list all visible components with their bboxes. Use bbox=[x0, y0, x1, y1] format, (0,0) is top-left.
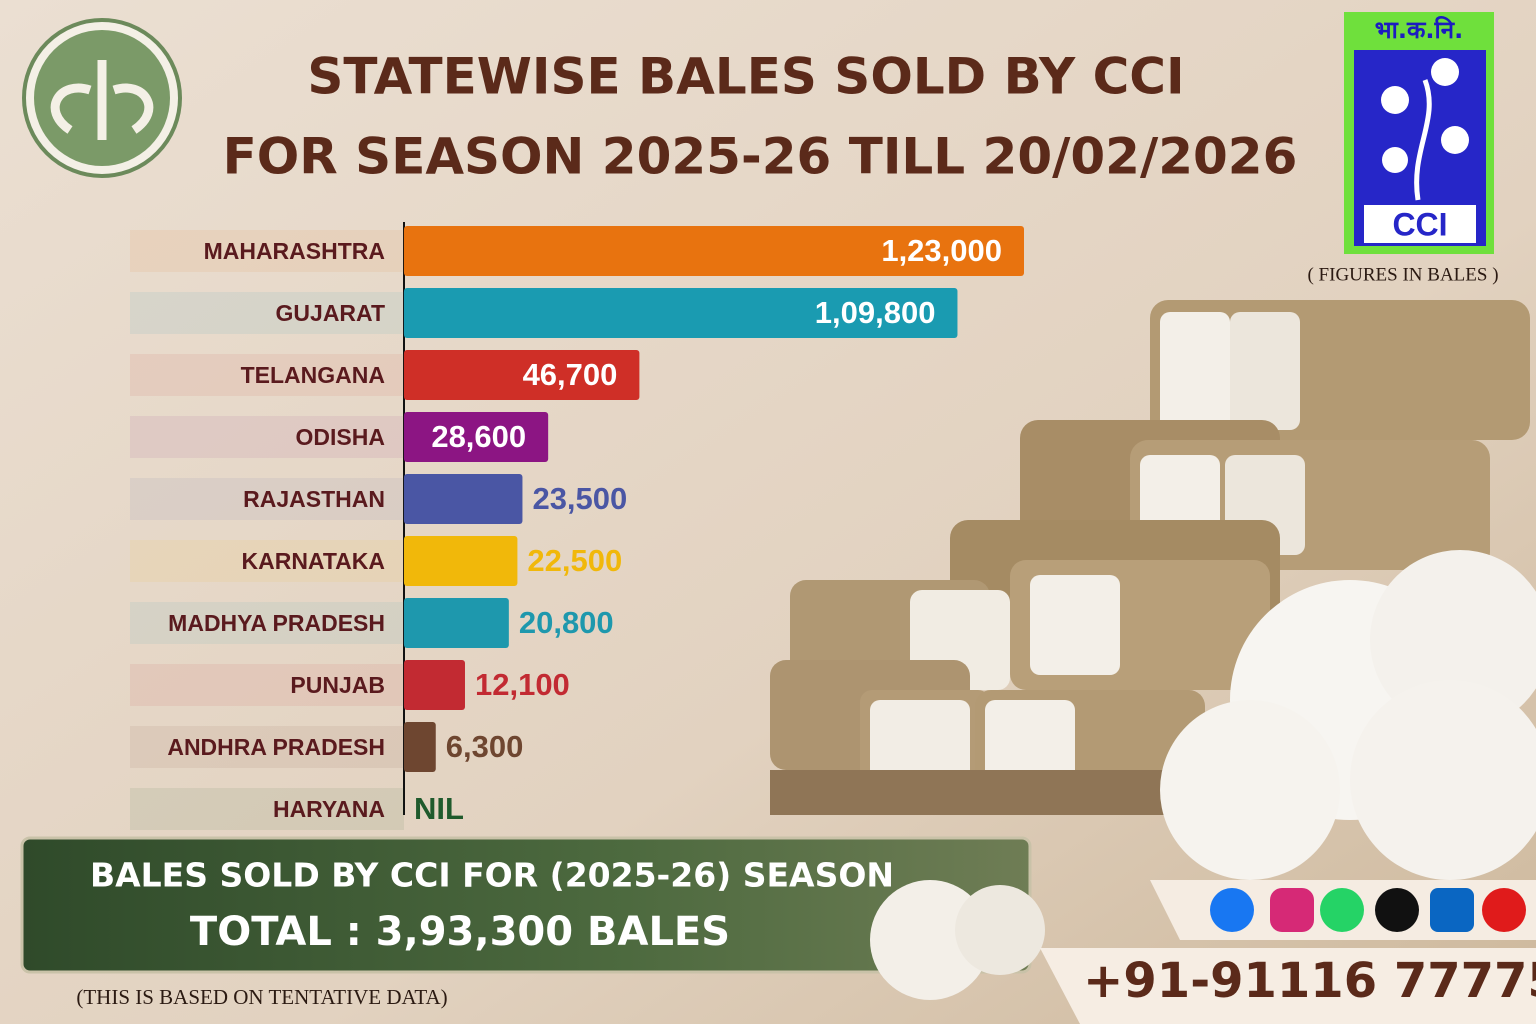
category-label: MAHARASHTRA bbox=[204, 238, 385, 264]
banner-total: TOTAL : 3,93,300 BALES bbox=[190, 909, 730, 955]
category-band bbox=[130, 292, 404, 334]
banner-line: BALES SOLD BY CCI FOR (2025-26) SEASON bbox=[90, 856, 894, 895]
value-label: 28,600 bbox=[431, 419, 526, 454]
value-label: 1,09,800 bbox=[815, 295, 936, 330]
contact-number[interactable]: +91-91116 77775 bbox=[1083, 953, 1536, 1009]
value-label: 46,700 bbox=[523, 357, 618, 392]
bar bbox=[404, 226, 1024, 276]
bar bbox=[404, 412, 549, 462]
category-label: MADHYA PRADESH bbox=[168, 610, 385, 636]
value-label: 6,300 bbox=[446, 729, 524, 764]
bar bbox=[404, 536, 518, 586]
cci-logo: भा.क.नि. CCI bbox=[1344, 12, 1494, 254]
category-label: TELANGANA bbox=[241, 362, 385, 388]
bar bbox=[404, 474, 523, 524]
bar bbox=[404, 660, 465, 710]
units-note: ( FIGURES IN BALES ) bbox=[1307, 264, 1498, 285]
chart-title: STATEWISE BALES SOLD BY CCI bbox=[307, 48, 1184, 106]
value-label: NIL bbox=[414, 791, 464, 826]
social-icons bbox=[1040, 880, 1536, 1024]
bales-decoration bbox=[770, 300, 1536, 880]
instagram-icon[interactable] bbox=[1270, 888, 1314, 932]
category-band bbox=[130, 354, 404, 396]
category-band bbox=[130, 726, 404, 768]
category-band bbox=[130, 540, 404, 582]
total-banner: BALES SOLD BY CCI FOR (2025-26) SEASON T… bbox=[20, 836, 1045, 1000]
category-label: ODISHA bbox=[296, 424, 385, 450]
bar bbox=[404, 598, 509, 648]
youtube-icon[interactable] bbox=[1482, 888, 1526, 932]
bars: MAHARASHTRA 1,23,000 GUJARAT 1,09,800 TELANG… bbox=[130, 226, 1024, 830]
category-band bbox=[130, 230, 404, 272]
x-icon[interactable] bbox=[1375, 888, 1419, 932]
category-label: KARNATAKA bbox=[241, 548, 385, 574]
chart-subtitle: FOR SEASON 2025-26 TILL 20/02/2026 bbox=[223, 128, 1298, 186]
value-label: 23,500 bbox=[532, 481, 627, 516]
category-label: PUNJAB bbox=[290, 672, 385, 698]
value-label: 20,800 bbox=[519, 605, 614, 640]
value-label: 12,100 bbox=[475, 667, 570, 702]
value-label: 22,500 bbox=[527, 543, 622, 578]
value-label: 1,23,000 bbox=[881, 233, 1002, 268]
category-label: ANDHRA PRADESH bbox=[167, 734, 385, 760]
whatsapp-icon[interactable] bbox=[1320, 888, 1364, 932]
facebook-icon[interactable] bbox=[1210, 888, 1254, 932]
bar bbox=[404, 288, 958, 338]
bar bbox=[404, 350, 640, 400]
category-band bbox=[130, 664, 404, 706]
sis-logo bbox=[22, 18, 182, 178]
category-label: RAJASTHAN bbox=[243, 486, 385, 512]
footnote: (THIS IS BASED ON TENTATIVE DATA) bbox=[76, 985, 447, 1009]
cci-name: CCI bbox=[1392, 206, 1447, 242]
cci-hindi: भा.क.नि. bbox=[1375, 16, 1463, 44]
category-band bbox=[130, 478, 404, 520]
category-label: HARYANA bbox=[273, 796, 385, 822]
linkedin-icon[interactable] bbox=[1430, 888, 1474, 932]
category-label: GUJARAT bbox=[276, 300, 385, 326]
category-band bbox=[130, 788, 404, 830]
category-band bbox=[130, 416, 404, 458]
bar bbox=[404, 722, 436, 772]
category-band bbox=[130, 602, 404, 644]
